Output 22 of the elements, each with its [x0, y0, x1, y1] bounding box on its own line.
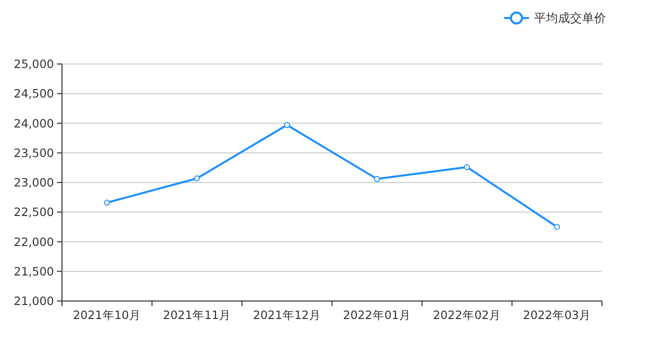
- point: [194, 175, 200, 182]
- y-tick-label: 23,000: [14, 176, 54, 190]
- point: [554, 224, 560, 230]
- y-tick-label: 22,500: [14, 205, 54, 220]
- point: [374, 176, 380, 182]
- point: [284, 122, 290, 128]
- y-tick-label: 23,500: [14, 146, 54, 160]
- y-tick-label: 22,000: [14, 234, 54, 249]
- y-tick-label: 25,000: [14, 57, 54, 71]
- point: [104, 200, 110, 206]
- point: [464, 164, 470, 170]
- y-tick-label: 24,500: [14, 86, 54, 101]
- legend-label: 平均成交单价: [534, 11, 606, 25]
- y-tick-label: 21,000: [14, 294, 54, 308]
- x-tick-label: 2022年03月: [523, 308, 591, 322]
- y-tick-label: 24,000: [14, 116, 54, 130]
- x-tick-label: 2022年02月: [433, 308, 501, 322]
- y-tick-label: 21,500: [14, 264, 54, 278]
- x-tick-label: 2021年12月: [253, 308, 321, 322]
- x-tick-label: 2021年11月: [163, 308, 231, 322]
- x-tick-label: 2021年10月: [73, 308, 141, 322]
- x-tick-label: 2022年01月: [343, 308, 411, 322]
